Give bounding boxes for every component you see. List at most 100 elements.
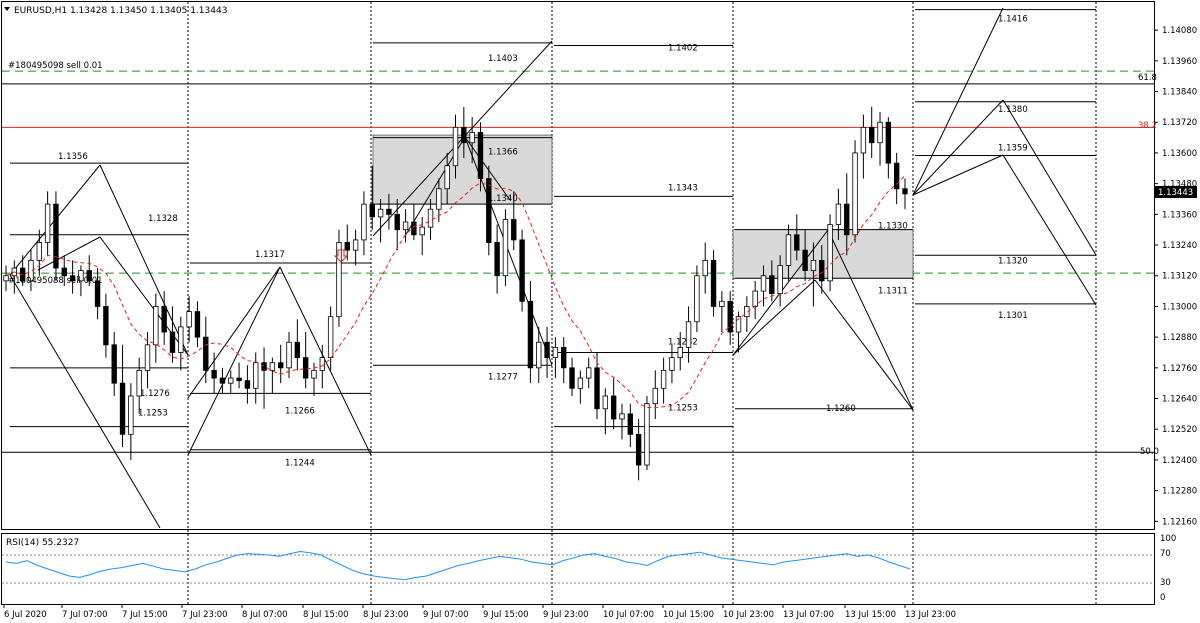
- level-label: 1.1277: [488, 372, 518, 382]
- level-label: 1.1301: [998, 311, 1028, 321]
- level-label: 1.1317: [255, 250, 285, 260]
- level-label: 1.1343: [668, 183, 698, 193]
- y-tick-label: 1.12760: [1162, 364, 1197, 374]
- pattern-line: [912, 7, 1004, 196]
- order-label-2: #180495088 sell 0.01: [8, 276, 103, 286]
- x-tick-label: 9 Jul 23:00: [543, 610, 589, 620]
- candle-body: [744, 306, 750, 318]
- candle-body: [677, 346, 683, 358]
- moving-average-line: [5, 175, 906, 408]
- candle-body: [178, 326, 184, 353]
- candle-body: [794, 234, 800, 251]
- level-label: 1.1311: [878, 286, 908, 296]
- candle-body: [627, 413, 633, 435]
- candle-body: [269, 362, 276, 371]
- candle-body: [244, 380, 251, 389]
- main-plot-frame: [1, 1, 1155, 530]
- level-label: 1.1356: [58, 152, 88, 162]
- candle-body: [411, 221, 417, 236]
- candle-body: [819, 259, 825, 282]
- candle-body: [144, 344, 151, 371]
- candle-body: [660, 369, 667, 389]
- level-label: 1.1366: [488, 148, 518, 158]
- rsi-line: [5, 550, 911, 581]
- title-dropdown-icon[interactable]: [4, 7, 10, 11]
- candle-body: [103, 306, 109, 346]
- level-label: 1.1282: [668, 337, 698, 347]
- y-tick-label: 1.12520: [1162, 425, 1197, 435]
- candle-body: [228, 377, 234, 384]
- x-tick-label: 8 Jul 07:00: [242, 610, 288, 620]
- candle-body: [386, 208, 392, 215]
- candle-body: [28, 259, 34, 282]
- level-label: 1.1340: [488, 194, 518, 204]
- candle-body: [869, 126, 875, 144]
- candle-body: [302, 357, 309, 379]
- pattern-line: [1002, 154, 1097, 306]
- candle-body: [236, 377, 242, 382]
- candle-body: [311, 369, 317, 379]
- candle-body: [161, 306, 167, 333]
- candle-body: [877, 121, 883, 144]
- candle-body: [444, 165, 450, 190]
- level-label: 1.1402: [668, 43, 698, 53]
- candle-body: [419, 226, 425, 236]
- candle-body: [844, 203, 850, 236]
- y-tick-label: 1.13720: [1162, 118, 1197, 128]
- fib-38-2-label: 38.2: [1138, 121, 1157, 131]
- candle-body: [519, 239, 525, 302]
- candle-body: [219, 377, 226, 384]
- fib-50-label: 50.0: [1140, 447, 1159, 457]
- candle-body: [461, 126, 467, 144]
- candle-body: [361, 203, 367, 241]
- chart-title: EURUSD,H1 1.13428 1.13450 1.13405 1.1344…: [14, 6, 227, 16]
- candle-body: [777, 265, 783, 295]
- x-tick-label: 6 Jul 2020: [4, 610, 47, 620]
- pattern-line: [187, 266, 281, 399]
- candle-body: [802, 249, 808, 272]
- pattern-line: [279, 266, 372, 456]
- level-label: 1.1276: [140, 389, 170, 399]
- candle-body: [652, 387, 658, 405]
- pattern-line: [814, 279, 914, 411]
- candle-body: [610, 395, 617, 420]
- candle-body: [752, 290, 758, 307]
- candle-body: [835, 203, 842, 225]
- x-tick-label: 13 Jul 23:00: [905, 610, 956, 620]
- y-tick-label: 1.12160: [1162, 517, 1197, 527]
- candle-body: [477, 132, 484, 179]
- x-tick-label: 13 Jul 07:00: [783, 610, 834, 620]
- candle-body: [194, 311, 201, 338]
- rsi-plot-frame: [1, 533, 1155, 605]
- candle-body: [561, 346, 567, 369]
- rsi-level-70: 70: [1160, 549, 1171, 559]
- candle-body: [3, 275, 9, 282]
- candle-body: [94, 280, 101, 307]
- candle-body: [278, 362, 284, 369]
- y-tick-label: 1.13480: [1162, 180, 1197, 190]
- x-tick-label: 9 Jul 07:00: [423, 610, 469, 620]
- candle-body: [552, 346, 559, 358]
- candle-body: [336, 242, 342, 318]
- candle-body: [344, 242, 350, 251]
- level-label: 1.1244: [285, 459, 315, 469]
- candle-body: [211, 369, 217, 379]
- candle-body: [735, 316, 742, 333]
- candle-body: [511, 219, 517, 241]
- candle-body: [536, 341, 542, 369]
- fib-61-8-label: 61.8: [1138, 73, 1157, 83]
- level-label: 1.1328: [148, 214, 178, 224]
- x-tick-label: 13 Jul 15:00: [845, 610, 896, 620]
- candle-body: [136, 369, 142, 397]
- pattern-line: [187, 266, 281, 456]
- pattern-line: [912, 99, 1004, 196]
- rsi-scale-0: 0: [1160, 593, 1165, 603]
- y-tick-label: 1.13600: [1162, 149, 1197, 159]
- x-tick-label: 8 Jul 15:00: [303, 610, 349, 620]
- candle-body: [352, 239, 359, 251]
- x-tick-label: 9 Jul 15:00: [483, 610, 529, 620]
- pattern-line: [9, 274, 161, 529]
- candle-body: [169, 331, 176, 353]
- candle-body: [294, 341, 301, 358]
